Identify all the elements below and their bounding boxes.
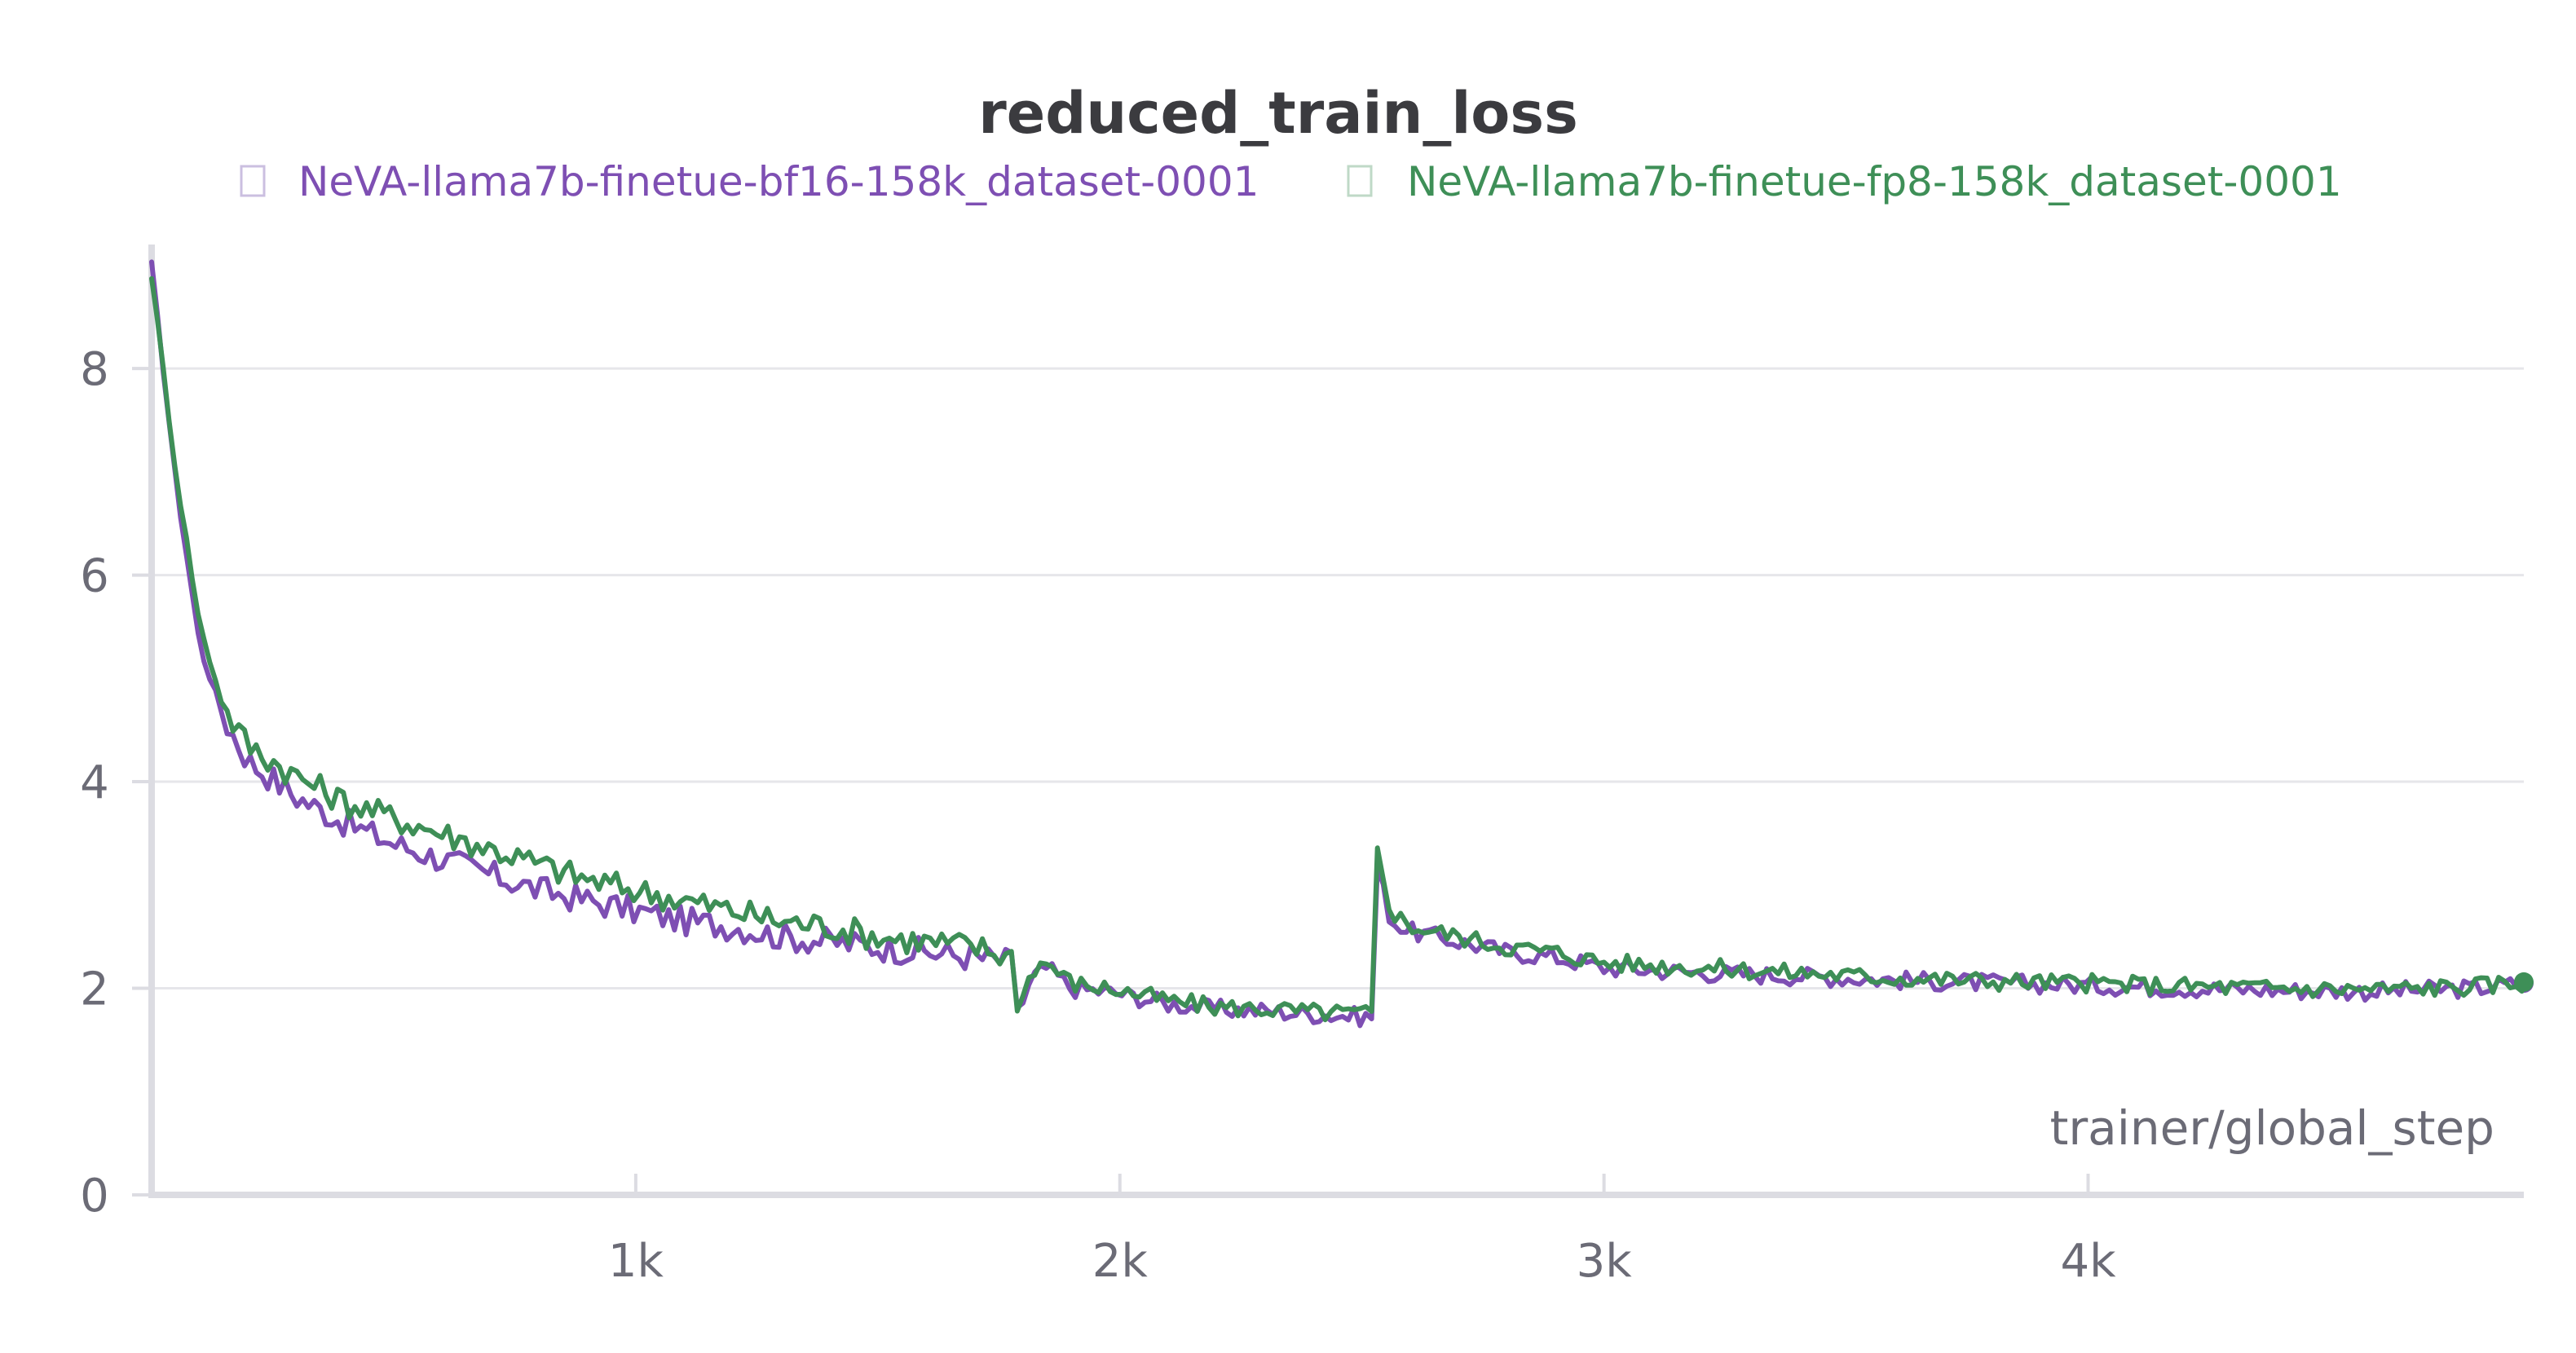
series-end-point xyxy=(2514,972,2534,992)
y-tick-label: 2 xyxy=(80,963,109,1016)
y-tick-label: 4 xyxy=(80,756,109,809)
x-tick-label: 2k xyxy=(1092,1235,1149,1288)
axes: 0 2 4 6 8 1k 2k 3k 4k xyxy=(80,245,2524,1288)
series-line-bf16 xyxy=(149,259,2525,1029)
series-lines xyxy=(149,259,2534,1029)
y-tick-label: 0 xyxy=(80,1170,109,1223)
legend-swatch-fp8 xyxy=(1347,165,1373,197)
legend: NeVA-llama7b-finetue-bf16-158k_dataset-0… xyxy=(240,158,2342,205)
chart-title: reduced_train_loss xyxy=(978,80,1577,147)
grid-lines xyxy=(152,367,2524,990)
x-tick-label: 4k xyxy=(2060,1235,2116,1288)
x-tick-label: 1k xyxy=(608,1235,664,1288)
y-tick-label: 6 xyxy=(80,550,109,603)
x-tick-label: 3k xyxy=(1577,1235,1633,1288)
series-line-fp8 xyxy=(149,275,2525,1023)
legend-label-fp8: NeVA-llama7b-finetue-fp8-158k_dataset-00… xyxy=(1407,158,2342,205)
y-tick-label: 8 xyxy=(80,343,109,396)
legend-swatch-bf16 xyxy=(240,165,266,197)
legend-label-bf16: NeVA-llama7b-finetue-bf16-158k_dataset-0… xyxy=(298,158,1259,205)
x-axis-title: trainer/global_step xyxy=(2050,1100,2494,1156)
